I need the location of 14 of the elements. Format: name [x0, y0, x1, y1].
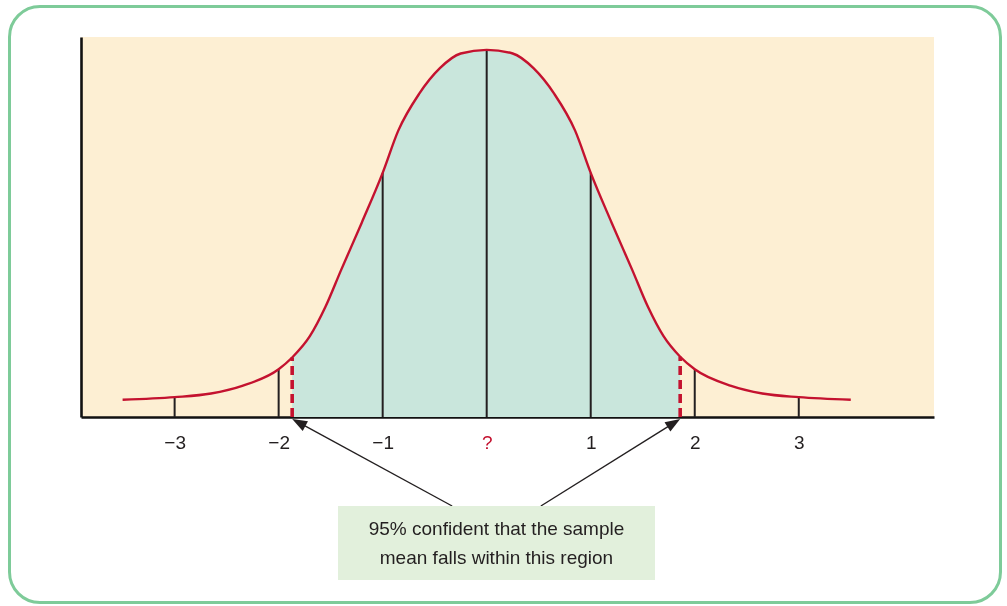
- x-tick-label: −2: [268, 431, 290, 453]
- bar: [381, 172, 384, 417]
- x-tick-label: 3: [793, 431, 805, 453]
- bar: [173, 397, 176, 417]
- x-tick-label: 1: [585, 431, 597, 453]
- x-tick-label: −1: [372, 431, 395, 453]
- bar: [485, 49, 488, 417]
- bar: [693, 369, 696, 417]
- callout-box: 95% confident that the sample mean falls within this region: [338, 506, 655, 580]
- bar: [797, 397, 800, 417]
- x-tick-label: 2: [689, 431, 701, 453]
- bar: [277, 369, 280, 417]
- x-tick-label: −3: [164, 431, 186, 453]
- x-tick-label: ?: [481, 431, 493, 453]
